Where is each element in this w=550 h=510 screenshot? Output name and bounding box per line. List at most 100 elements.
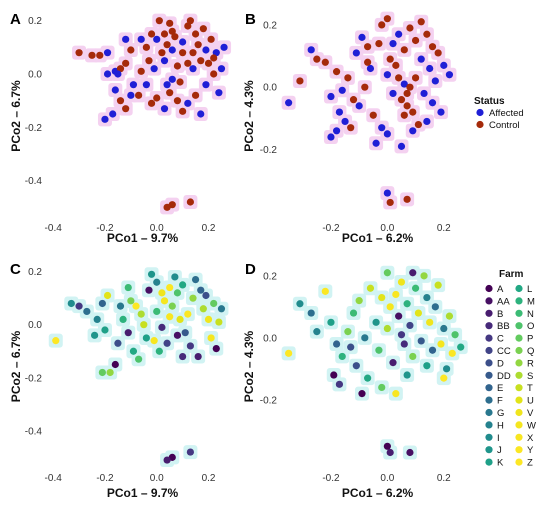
y-tick-label: 0.0	[263, 333, 277, 344]
data-point	[434, 281, 442, 289]
data-point	[378, 383, 386, 392]
data-point	[352, 362, 360, 370]
farm-legend-key	[515, 334, 523, 342]
data-point	[160, 297, 169, 305]
x-axis-title: PCo1 – 9.7%	[107, 231, 179, 245]
data-point	[440, 374, 448, 382]
farm-legend-key	[515, 384, 523, 392]
y-tick-label: -0.2	[260, 395, 278, 406]
data-point	[440, 324, 448, 333]
panel-d: D 0.2 0.0 -0.2 -0.2 0.0 0.2 PCo1 – 6.2% PCo2 – 4…	[242, 261, 468, 500]
farm-legend-key	[485, 446, 493, 454]
data-point	[142, 43, 150, 51]
data-point	[403, 371, 411, 379]
data-point	[338, 352, 346, 361]
data-point	[176, 78, 184, 86]
panel-label-d: D	[245, 261, 256, 278]
data-point	[406, 83, 414, 91]
data-point	[158, 289, 166, 297]
data-point	[383, 269, 391, 277]
panel-c: C 0.2 0.0 -0.2 -0.4 -0.4 -0.2 0.0 0.2 PCo1 – 9.7%…	[9, 261, 229, 500]
data-point	[137, 67, 145, 75]
y-tick-label: -0.2	[25, 123, 43, 134]
farm-legend-key	[485, 309, 493, 317]
data-point	[386, 303, 394, 311]
farm-legend-key	[485, 433, 493, 441]
farm-legend-label: W	[527, 420, 536, 431]
data-point	[166, 283, 174, 292]
data-point	[397, 142, 406, 150]
data-point	[184, 59, 192, 67]
farm-legend-label: M	[527, 296, 535, 307]
data-point	[378, 21, 386, 29]
data-point	[417, 18, 425, 26]
data-point	[403, 300, 411, 308]
data-point	[375, 39, 383, 48]
x-tick-label: 0.0	[150, 223, 164, 234]
point-halos	[281, 11, 457, 210]
y-tick-label: -0.4	[25, 426, 43, 437]
x-tick-label: 0.0	[380, 223, 394, 234]
x-tick-label: 0.2	[437, 223, 451, 234]
y-tick-label: -0.2	[260, 145, 278, 156]
y-tick-label: -0.2	[25, 373, 43, 384]
data-point	[457, 343, 465, 351]
farm-legend-key	[515, 297, 523, 305]
data-point	[414, 309, 423, 317]
data-point	[124, 329, 132, 337]
x-tick-label: -0.2	[96, 473, 114, 484]
data-point	[383, 15, 391, 23]
data-point	[355, 102, 363, 110]
data-point	[140, 321, 148, 329]
data-point	[52, 337, 60, 345]
data-point	[210, 299, 218, 308]
y-tick-label: 0.0	[263, 83, 277, 94]
data-point	[98, 299, 106, 308]
data-point	[176, 315, 184, 323]
farm-legend-key	[515, 359, 523, 367]
status-legend-label: Affected	[489, 108, 524, 119]
data-point	[386, 55, 394, 63]
data-point	[383, 71, 391, 79]
panel-a: A 0.2 0.0 -0.2 -0.4 -0.4 -0.2 0.0 0.2 PCo1 – 9.7%…	[9, 11, 232, 245]
data-point	[153, 35, 161, 43]
data-point	[307, 309, 315, 317]
data-point	[397, 278, 406, 286]
data-point	[378, 293, 386, 302]
data-point	[403, 89, 411, 98]
data-point	[437, 108, 445, 116]
data-point	[158, 49, 166, 57]
farm-legend-label: CC	[497, 346, 511, 357]
data-point	[189, 49, 197, 57]
data-point	[179, 281, 187, 289]
data-point	[122, 35, 130, 43]
data-point	[202, 46, 210, 54]
x-axis-title: PCo1 – 9.7%	[107, 486, 179, 500]
y-tick-label: -0.4	[25, 176, 43, 187]
data-points	[75, 17, 228, 211]
farm-legend-key	[485, 384, 493, 392]
data-point	[171, 33, 179, 41]
data-point	[327, 133, 335, 141]
data-point	[392, 61, 400, 69]
data-point	[423, 30, 431, 38]
data-point	[186, 17, 194, 25]
farm-legend-label: Z	[527, 458, 533, 469]
farm-legend-key	[485, 297, 493, 305]
farm-legend-key	[515, 346, 523, 355]
farm-legend-label: F	[497, 396, 503, 407]
data-point	[372, 139, 380, 147]
data-point	[366, 284, 375, 292]
data-point	[179, 49, 187, 57]
data-point	[160, 57, 169, 65]
data-point	[361, 334, 369, 342]
farm-legend-label: DD	[497, 371, 511, 382]
y-axis-title: PCo2 – 4.3%	[242, 80, 256, 152]
data-point	[122, 105, 130, 113]
data-point	[184, 99, 192, 107]
data-point	[414, 120, 423, 129]
data-point	[445, 312, 454, 320]
data-point	[142, 334, 150, 342]
